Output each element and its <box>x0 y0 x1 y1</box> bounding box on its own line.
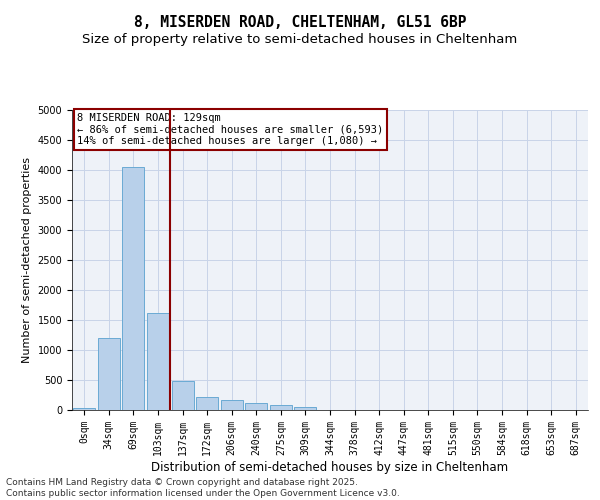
Bar <box>295 406 316 410</box>
Bar <box>73 408 95 410</box>
Text: Contains HM Land Registry data © Crown copyright and database right 2025.
Contai: Contains HM Land Registry data © Crown c… <box>6 478 400 498</box>
Text: 8, MISERDEN ROAD, CHELTENHAM, GL51 6BP: 8, MISERDEN ROAD, CHELTENHAM, GL51 6BP <box>134 15 466 30</box>
Bar <box>196 397 218 410</box>
Bar <box>221 400 243 410</box>
Bar <box>122 167 145 410</box>
Bar <box>147 313 169 410</box>
Text: Size of property relative to semi-detached houses in Cheltenham: Size of property relative to semi-detach… <box>82 32 518 46</box>
Y-axis label: Number of semi-detached properties: Number of semi-detached properties <box>22 157 32 363</box>
Bar <box>98 338 120 410</box>
Bar <box>172 381 194 410</box>
Bar <box>245 404 268 410</box>
Text: 8 MISERDEN ROAD: 129sqm
← 86% of semi-detached houses are smaller (6,593)
14% of: 8 MISERDEN ROAD: 129sqm ← 86% of semi-de… <box>77 113 383 146</box>
Bar <box>270 405 292 410</box>
X-axis label: Distribution of semi-detached houses by size in Cheltenham: Distribution of semi-detached houses by … <box>151 460 509 473</box>
